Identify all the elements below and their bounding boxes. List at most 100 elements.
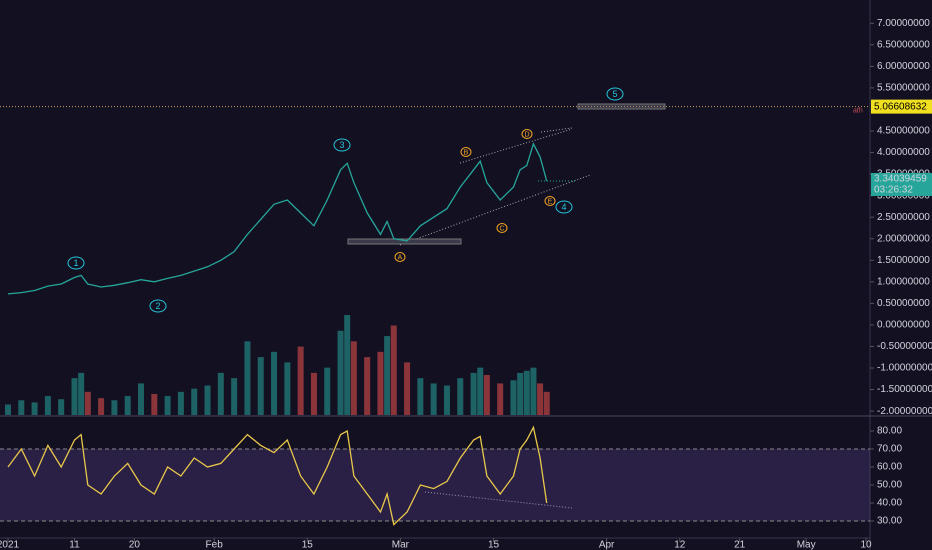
volume-bar	[44, 396, 51, 415]
x-tick-label: 15	[488, 540, 500, 550]
volume-bar	[377, 351, 384, 415]
volume-bar	[523, 370, 530, 415]
y-tick-label: 4.00000000	[877, 147, 930, 158]
volume-bar	[111, 400, 118, 415]
ath-label-bg	[871, 99, 932, 114]
volume-bar	[310, 372, 317, 415]
wave-marker	[67, 256, 85, 270]
volume-bar	[417, 378, 424, 415]
volume-bar	[18, 400, 25, 415]
ath-text: ath	[853, 107, 863, 114]
x-tick-label: 20	[129, 540, 141, 550]
y-tick-label: 2.00000000	[877, 233, 930, 244]
volume-bar	[337, 330, 344, 415]
y-tick-label: 1.00000000	[877, 276, 930, 287]
volume-bar	[350, 341, 357, 415]
wave-label: D	[524, 131, 529, 138]
volume-bar	[138, 383, 145, 415]
price-line	[7, 142, 548, 295]
last-label-bg	[871, 172, 932, 196]
volume-bar	[457, 378, 464, 415]
volume-bar	[530, 367, 537, 415]
volume-bar	[164, 396, 171, 415]
wave-label: 2	[155, 301, 160, 311]
last-label: 3.34039459	[874, 174, 927, 185]
y-tick-label: 6.00000000	[877, 61, 930, 72]
volume-bar	[443, 385, 450, 415]
volume-bar	[497, 383, 504, 415]
x-tick-label: Apr	[599, 540, 615, 550]
wave-label: 4	[561, 202, 566, 212]
x-tick-label: Mar	[392, 540, 410, 550]
volume-bar	[384, 336, 391, 415]
volume-bar	[31, 402, 38, 415]
volume-bar	[204, 385, 211, 415]
volume-bar	[344, 315, 351, 415]
volume-bar	[537, 383, 544, 415]
x-tick-label: 2021	[0, 540, 20, 550]
volume-bar	[217, 372, 224, 415]
volume-bar	[231, 378, 238, 415]
zone	[347, 238, 462, 245]
volume-bar	[430, 383, 437, 415]
y-tick-label: 80.00	[877, 426, 902, 437]
x-tick-label: 15	[302, 540, 314, 550]
y-tick-label: 1.50000000	[877, 255, 930, 266]
ath-label: 5.06608632	[874, 101, 927, 112]
volume-bar	[364, 357, 371, 415]
wave-marker	[496, 223, 508, 233]
x-tick-label: 10	[860, 540, 872, 550]
y-tick-label: 50.00	[877, 480, 902, 491]
rsi-line	[7, 425, 548, 526]
volume-bar	[98, 398, 105, 415]
y-tick-label: 4.50000000	[877, 126, 930, 137]
volume-bar	[271, 351, 278, 415]
wave-label: 5	[612, 89, 617, 99]
volume-bar	[244, 341, 251, 415]
y-tick-label: 70.00	[877, 444, 902, 455]
wave-marker	[544, 196, 556, 206]
x-tick-label: 12	[674, 540, 686, 550]
wave-label: 3	[339, 140, 344, 150]
volume-bar	[151, 393, 158, 415]
rsi-band	[0, 448, 870, 521]
x-tick-label: May	[797, 540, 816, 550]
volume-bar	[177, 391, 184, 415]
wave-label: C	[499, 225, 504, 232]
channel-line	[399, 174, 591, 246]
volume-bar	[84, 391, 91, 415]
wave-marker	[521, 129, 533, 139]
x-tick-label: 21	[734, 540, 746, 550]
volume-bar	[510, 380, 517, 415]
volume-bar	[284, 362, 291, 415]
volume-bar	[477, 367, 484, 415]
x-tick-label: 11	[69, 540, 80, 550]
volume-bar	[404, 362, 411, 415]
volume-bar	[78, 372, 85, 415]
volume-bar	[191, 388, 198, 415]
y-tick-label: 7.00000000	[877, 18, 930, 29]
volume-bar	[390, 325, 397, 415]
divergence-line	[424, 491, 573, 509]
volume-bar	[257, 357, 264, 415]
volume-bar	[4, 404, 11, 415]
wave-marker	[606, 87, 624, 101]
y-tick-label: 30.00	[877, 516, 902, 527]
y-tick-label: 60.00	[877, 462, 902, 473]
y-tick-label: 40.00	[877, 498, 902, 509]
wave-label: 1	[73, 258, 78, 268]
wave-marker	[394, 252, 406, 262]
y-tick-label: -1.50000000	[877, 384, 932, 395]
wave-label: A	[398, 254, 403, 261]
y-tick-label: 5.50000000	[877, 83, 930, 94]
y-tick-label: -2.00000000	[877, 406, 932, 417]
volume-bar	[297, 346, 304, 415]
volume-bar	[124, 396, 131, 415]
last-timer: 03:26:32	[874, 185, 913, 196]
x-tick-label: Feb	[206, 540, 224, 550]
wave-marker	[555, 200, 573, 214]
volume-bar	[71, 378, 78, 415]
volume-bar	[58, 399, 65, 415]
y-tick-label: -0.50000000	[877, 341, 932, 352]
